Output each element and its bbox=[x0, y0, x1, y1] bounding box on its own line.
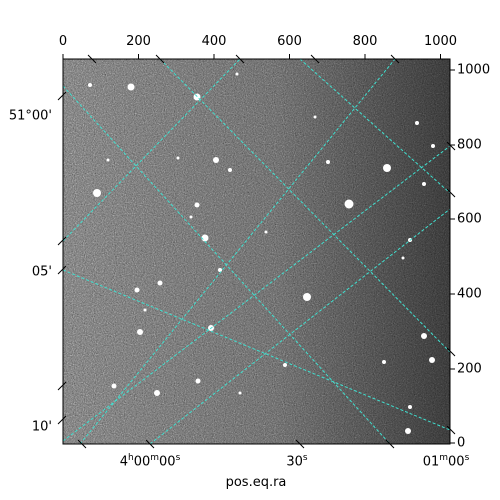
top-pixel-tick-label: 800 bbox=[352, 34, 378, 49]
axis-tick bbox=[57, 381, 67, 391]
axis-tick bbox=[57, 265, 67, 275]
axis-tick bbox=[57, 91, 67, 101]
grid-line bbox=[79, 59, 396, 444]
top-pixel-tick-label: 400 bbox=[201, 34, 227, 49]
star bbox=[201, 234, 209, 242]
axis-tick bbox=[295, 439, 305, 449]
star bbox=[88, 83, 92, 87]
right-pixel-tick-label: 400 bbox=[457, 286, 482, 302]
axis-tick bbox=[446, 347, 456, 357]
grid-line bbox=[299, 59, 450, 194]
right-pixel-tick-label: 600 bbox=[457, 211, 482, 227]
star bbox=[106, 158, 110, 162]
star bbox=[235, 72, 239, 76]
right-pixel-tick-label: 0 bbox=[457, 435, 466, 451]
star bbox=[195, 378, 201, 384]
star bbox=[283, 363, 287, 367]
star bbox=[415, 121, 419, 125]
star bbox=[213, 157, 219, 163]
axis-tick bbox=[446, 188, 456, 198]
ra-tick-label: 30s bbox=[286, 453, 308, 470]
axis-tick bbox=[155, 54, 165, 64]
star bbox=[326, 160, 330, 164]
axis-ticks bbox=[57, 54, 456, 449]
star bbox=[383, 164, 391, 172]
top-pixel-tick-label: 0 bbox=[58, 34, 68, 49]
axis-tick bbox=[446, 141, 456, 151]
star bbox=[313, 115, 317, 119]
star bbox=[111, 383, 117, 389]
axis-tick bbox=[310, 54, 320, 64]
axis-tick bbox=[57, 415, 67, 425]
star bbox=[431, 144, 435, 148]
star bbox=[422, 182, 426, 186]
coordinate-grid bbox=[63, 59, 450, 444]
star bbox=[344, 199, 354, 209]
star bbox=[137, 329, 143, 335]
star bbox=[405, 428, 411, 434]
star bbox=[189, 215, 193, 219]
star bbox=[93, 189, 101, 197]
star bbox=[429, 357, 435, 363]
right-pixel-tick-label: 1000 bbox=[457, 62, 491, 78]
plot-frame bbox=[62, 58, 451, 445]
ra-tick-label: 4h00m00s bbox=[119, 453, 181, 470]
dec-tick-label: 05' bbox=[31, 264, 52, 280]
top-pixel-tick-label: 1000 bbox=[423, 34, 458, 49]
axis-tick bbox=[145, 439, 155, 449]
axis-tick bbox=[87, 54, 97, 64]
sky-image bbox=[63, 59, 450, 444]
x-axis-title: pos.eq.ra bbox=[225, 475, 287, 490]
dec-tick-label: 51°00' bbox=[8, 108, 52, 124]
grid-line bbox=[63, 145, 450, 442]
star bbox=[154, 390, 160, 396]
right-pixel-tick-label: 800 bbox=[457, 137, 482, 153]
star bbox=[408, 405, 412, 409]
top-pixel-tick-label: 200 bbox=[126, 34, 151, 49]
grid-line bbox=[63, 85, 391, 444]
axis-tick bbox=[235, 54, 245, 64]
star bbox=[134, 287, 140, 293]
top-pixel-tick-label: 600 bbox=[277, 34, 302, 49]
star bbox=[401, 256, 405, 260]
star bbox=[143, 308, 147, 312]
star bbox=[238, 391, 242, 395]
right-pixel-tick-label: 200 bbox=[457, 361, 482, 377]
star bbox=[303, 293, 311, 301]
grid-line bbox=[149, 208, 450, 444]
ra-tick-label: 01m00s bbox=[422, 453, 470, 470]
star bbox=[127, 83, 135, 91]
axis-tick bbox=[57, 236, 67, 246]
star bbox=[264, 230, 268, 234]
grid-line bbox=[159, 59, 450, 353]
axis-tick bbox=[385, 439, 395, 449]
star bbox=[194, 202, 200, 208]
star bbox=[176, 156, 180, 160]
star-field bbox=[88, 72, 435, 434]
axis-tick bbox=[446, 425, 456, 435]
star bbox=[382, 360, 386, 364]
star bbox=[157, 280, 163, 286]
star bbox=[218, 268, 222, 272]
axis-tick bbox=[77, 439, 87, 449]
axis-tick bbox=[390, 54, 400, 64]
star bbox=[228, 168, 232, 172]
grid-line bbox=[63, 59, 241, 242]
dec-tick-label: 10' bbox=[31, 419, 52, 435]
star bbox=[421, 333, 427, 339]
